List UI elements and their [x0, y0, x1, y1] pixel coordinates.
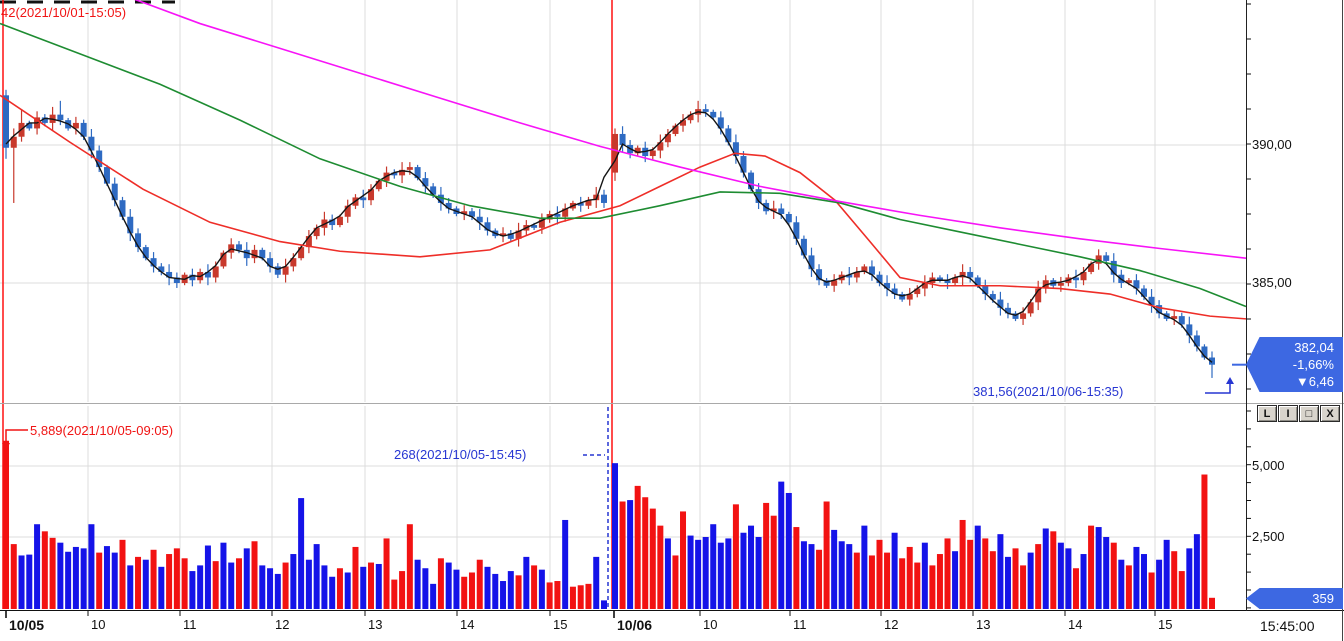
x-label-12a: 12	[275, 617, 290, 632]
x-label-14a: 14	[460, 617, 475, 632]
volume-axis-label-2500: 2,500	[1252, 529, 1285, 544]
current-volume-value: 359	[1312, 591, 1334, 606]
volume-max-annotation: 5,889(2021/10/05-09:05)	[30, 423, 174, 438]
current-volume-badge: 359	[1246, 588, 1343, 609]
price-axis-label-385: 385,00	[1252, 275, 1292, 290]
panel-button-l[interactable]: L	[1257, 405, 1277, 422]
current-time-label: 15:45:00	[1260, 618, 1315, 634]
current-price-badge: 382,04 -1,66% ▼6,46	[1246, 337, 1343, 392]
high-marker-annotation: 42(2021/10/01-15:05)	[1, 5, 127, 20]
x-label-10a: 10	[91, 617, 106, 632]
close-icon[interactable]: X	[1320, 405, 1340, 422]
x-label-1005: 10/05	[9, 617, 45, 633]
current-price-value: 382,04	[1294, 340, 1334, 355]
x-label-15a: 15	[553, 617, 568, 632]
x-label-1006: 10/06	[617, 617, 653, 633]
panel-button-i[interactable]: I	[1278, 405, 1298, 422]
current-price-change-pct: -1,66%	[1292, 357, 1334, 372]
volume-axis-label-5000: 5,000	[1252, 458, 1285, 473]
last-price-annotation: 381,56(2021/10/06-15:35)	[973, 384, 1124, 399]
x-label-12b: 12	[884, 617, 899, 632]
x-label-10b: 10	[703, 617, 718, 632]
x-label-11a: 11	[183, 617, 197, 632]
x-label-13a: 13	[368, 617, 383, 632]
panel-window-controls: L I □ X	[1257, 405, 1340, 422]
volume-min-annotation: 268(2021/10/05-15:45)	[394, 447, 527, 462]
x-label-14b: 14	[1068, 617, 1083, 632]
x-label-13b: 13	[976, 617, 991, 632]
x-label-11b: 11	[793, 617, 807, 632]
x-label-15b: 15	[1158, 617, 1173, 632]
price-axis-label-390: 390,00	[1252, 137, 1292, 152]
current-price-change-abs: ▼6,46	[1295, 374, 1334, 389]
maximize-icon[interactable]: □	[1299, 405, 1319, 422]
